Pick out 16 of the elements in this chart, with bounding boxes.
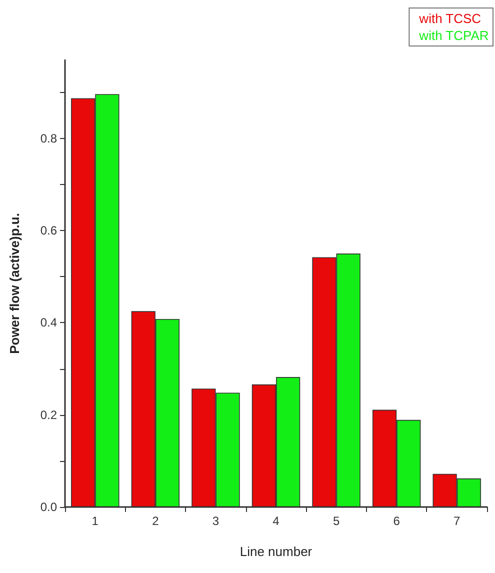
text: with TCSC (418, 11, 482, 26)
y-tick-label: 0.8 (40, 131, 58, 146)
x-tick-label: 4 (272, 514, 280, 528)
x-tick-label: 1 (92, 514, 99, 528)
x-tick-label: 6 (393, 514, 400, 528)
text: with TCPAR (418, 28, 489, 43)
x-tick-label: 5 (332, 514, 340, 528)
x-axis-title: Line number (240, 544, 313, 559)
y-tick-label: 0.2 (40, 408, 58, 422)
x-tick-label: 3 (212, 514, 220, 528)
y-tick-label: 0.4 (40, 316, 58, 330)
y-tick-label: 0.6 (40, 224, 58, 238)
x-tick-label: 2 (152, 514, 160, 528)
y-axis-title: Power flow (active)p.u. (7, 213, 22, 354)
x-tick-label: 7 (454, 514, 461, 528)
y-tick-label: 0.0 (40, 500, 58, 514)
